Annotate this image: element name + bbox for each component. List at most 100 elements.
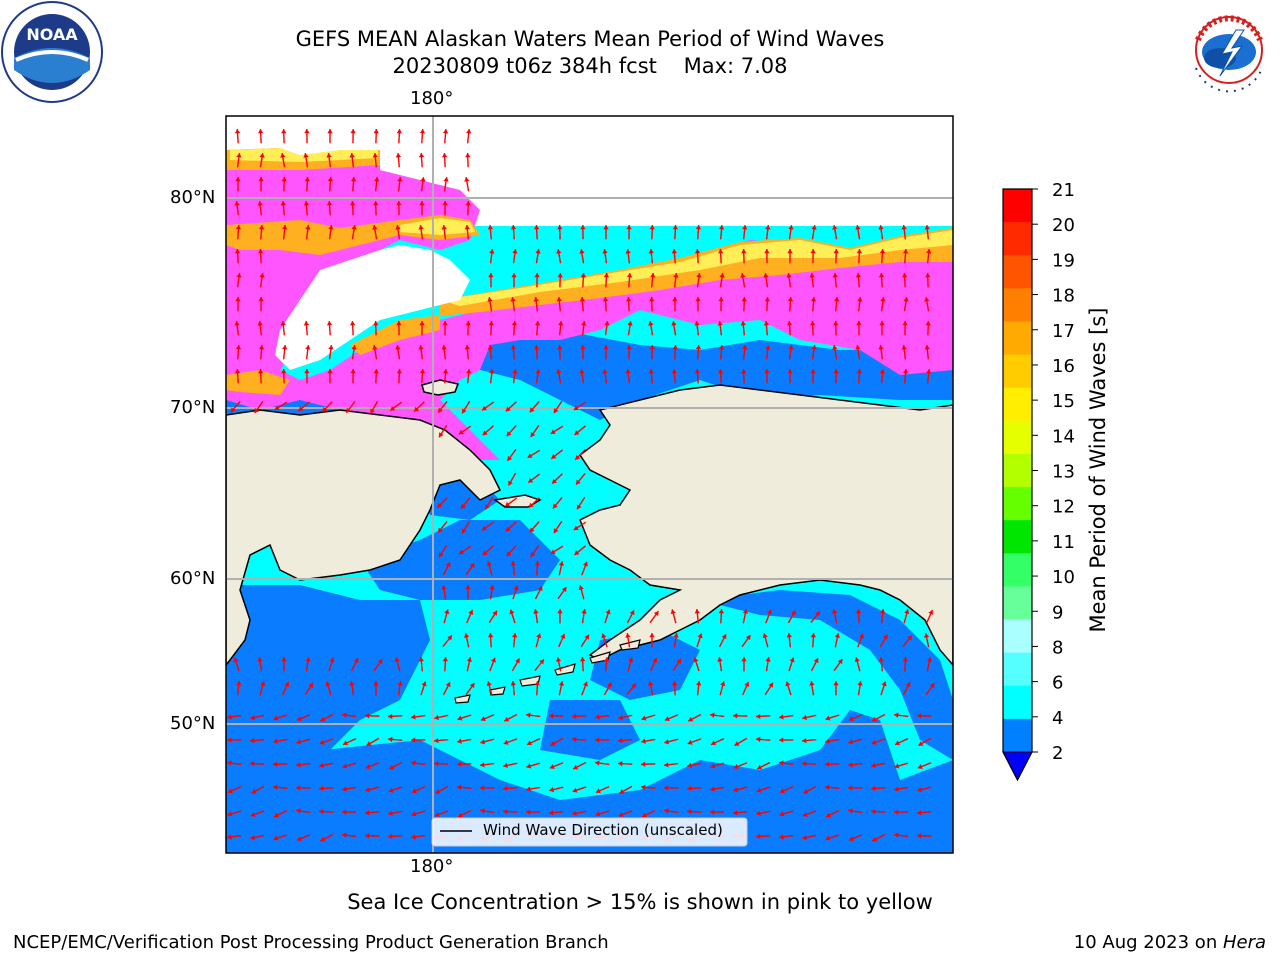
wind-arrow-head [604,657,610,662]
wind-arrow-head [802,811,808,817]
colorbar-label: Mean Period of Wind Waves [s] [1086,307,1110,633]
wind-arrow-head [779,811,785,817]
wind-arrow-head [733,787,739,793]
wind-arrow-head [917,810,922,816]
wind-arrow-head [482,550,488,556]
wind-arrow-head [342,809,347,815]
wind-arrow-head [530,552,536,558]
wind-arrow-head [602,249,608,254]
wind-arrow-head [508,480,513,486]
wind-arrow-head [350,129,356,134]
wind-arrow-head [788,345,794,350]
wind-arrow-head [717,369,724,374]
wind-arrow-head [506,551,512,557]
wind-arrow-head [741,297,747,302]
wind-arrow-head [602,369,608,374]
wind-arrow-head [234,201,240,206]
wind-arrow-head [673,273,679,278]
wind-arrow-head [648,369,654,374]
wind-arrow-head [365,787,371,793]
wind-arrow-head [741,369,747,374]
wind-arrow-head [902,657,909,662]
wind-arrow-head [469,563,475,569]
wind-arrow-head [235,297,241,302]
wind-arrow-head [926,657,933,662]
wind-arrow-head [512,369,518,374]
wind-arrow-head [904,609,910,615]
wind-arrow-head [421,681,427,687]
wind-arrow-head [880,609,886,614]
wind-arrow-head [878,225,884,230]
wind-arrow-head [549,713,554,719]
wind-arrow-head [832,273,838,278]
wind-arrow-head [527,453,533,458]
wind-arrow-head [694,369,701,374]
wind-arrow-head [625,249,631,254]
wind-arrow-head [779,714,784,720]
wind-arrow-head [350,369,356,374]
wind-arrow-head [762,633,768,639]
wind-arrow-head [901,225,907,230]
wind-arrow-head [259,273,265,278]
wind-arrow-head [373,369,379,374]
wind-arrow-head [924,345,930,350]
wind-arrow-head [697,633,703,639]
wind-arrow-head [465,153,471,158]
wind-arrow-head [579,369,585,374]
wind-arrow-head [533,609,539,614]
wind-arrow-head [577,504,582,510]
wind-arrow-head [710,712,715,718]
wind-arrow-head [411,788,417,794]
wind-arrow-head [536,633,542,639]
sea-ice-note: Sea Ice Concentration > 15% is shown in … [0,890,1280,914]
wind-arrow-head [443,177,449,182]
wind-arrow-head [397,177,403,182]
colorbar-segment [1003,652,1032,687]
wind-arrow-head [550,429,556,434]
wind-arrow-head [878,657,884,662]
wind-arrow-head [296,836,302,842]
wind-arrow-head [871,808,876,815]
wind-arrow-head [258,297,264,302]
wind-arrow-head [442,321,448,326]
wind-arrow-head [549,787,555,793]
wind-arrow-head [534,321,541,326]
wind-arrow-head [856,369,863,374]
wind-arrow-head [326,321,333,326]
wind-arrow-head [510,681,516,686]
wind-arrow-head [435,788,441,794]
wind-arrow-head [372,345,378,350]
wind-arrow-head [438,527,443,533]
wind-arrow-head [487,225,494,230]
wind-arrow-head [236,273,242,278]
wind-arrow-head [235,177,241,182]
wind-arrow-head [511,273,517,278]
wind-arrow-head [489,369,495,374]
colorbar-segment [1003,718,1032,753]
wind-arrow-head [457,738,462,744]
colorbar-segment [1003,387,1032,422]
wind-arrow-head [802,737,807,744]
wind-arrow-head [673,633,679,638]
wind-arrow-head [604,321,610,326]
colorbar-segment [1003,487,1032,521]
wind-arrow-head [281,369,287,374]
wind-arrow-head [342,832,347,838]
wind-arrow-head [533,345,540,350]
colorbar-under-arrow [1002,751,1033,782]
wind-arrow-head [528,477,534,483]
wind-arrow-head [388,833,393,840]
wind-arrow-head [512,249,518,254]
wind-arrow-head [550,741,556,746]
wind-arrow-head [373,681,379,686]
wind-arrow-head [486,681,492,687]
wind-arrow-head [509,609,515,615]
wind-arrow-head [411,737,416,743]
wind-arrow-head [397,681,403,686]
wind-arrow-head [257,657,263,662]
wind-arrow-head [480,808,485,814]
lat-label-80: 80°N [170,187,216,208]
wind-arrow-head [929,683,935,689]
wind-arrow-head [576,479,581,485]
wind-arrow-head [694,609,700,614]
